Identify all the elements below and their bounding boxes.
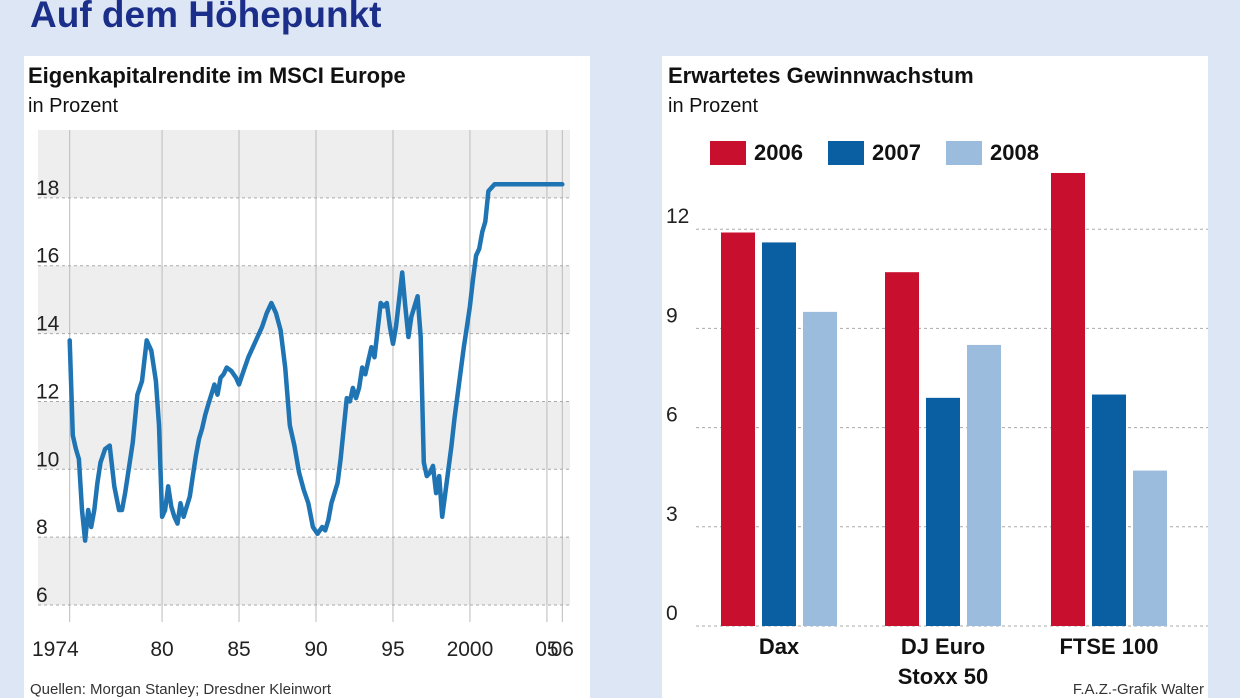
bar-2008 — [803, 311, 837, 626]
x-tick-label: 90 — [304, 638, 327, 661]
legend-item-2007: 2007 — [828, 140, 921, 166]
grid-band — [38, 265, 570, 334]
legend-label-2006: 2006 — [754, 140, 803, 165]
y-tick-label: 10 — [36, 448, 59, 471]
x-tick-label: 1974 — [32, 638, 79, 661]
grid-band — [38, 537, 570, 606]
category-label: FTSE 100 — [1059, 634, 1158, 659]
bar-2007 — [926, 397, 960, 626]
y-tick-label: 12 — [36, 380, 59, 403]
chart-panel-roe: Eigenkapitalrendite im MSCI Europe in Pr… — [24, 56, 590, 698]
x-tick-label: 95 — [381, 638, 404, 661]
bar-2007 — [1092, 394, 1126, 626]
category-label: Dax — [759, 634, 800, 659]
grid-band — [38, 401, 570, 470]
y-tick-label: 0 — [666, 602, 678, 625]
bar-2006 — [1051, 172, 1085, 626]
bar-2007 — [762, 242, 796, 626]
chart-panel-growth: Erwartetes Gewinnwachstum in Prozent 0 3 6… — [662, 56, 1208, 698]
legend-swatch-2007 — [828, 141, 864, 165]
credit-note: F.A.Z.-Grafik Walter — [1072, 681, 1204, 698]
legend-swatch-2006 — [710, 141, 746, 165]
grid-band — [38, 130, 570, 198]
y-tick-label: 14 — [36, 313, 60, 336]
y-tick-label: 16 — [36, 245, 59, 268]
category-label: DJ Euro — [901, 634, 985, 659]
y-tick-label: 6 — [666, 404, 678, 427]
category-label: Stoxx 50 — [898, 664, 989, 689]
y-tick-label: 9 — [666, 304, 678, 327]
growth-bar-chart: 0 3 6 9 12 Dax DJ Euro Stoxx 50 FTSE 100 — [666, 172, 1208, 689]
chart-subtitle-roe: in Prozent — [28, 95, 119, 117]
y-tick-label: 8 — [36, 516, 48, 539]
legend-label-2007: 2007 — [872, 140, 921, 165]
x-tick-label: 2000 — [447, 638, 494, 661]
x-tick-label: 80 — [150, 638, 173, 661]
x-tick-label: 06 — [551, 638, 574, 661]
bar-2006 — [721, 232, 755, 627]
y-tick-label: 3 — [666, 503, 678, 526]
chart-title-growth: Erwartetes Gewinnwachstum — [668, 63, 974, 88]
x-tick-label: 05 — [535, 638, 558, 661]
legend-swatch-2008 — [946, 141, 982, 165]
legend-label-2008: 2008 — [990, 140, 1039, 165]
x-tick-label: 85 — [227, 638, 250, 661]
chart-subtitle-growth: in Prozent — [668, 95, 759, 117]
series-line-roe — [67, 182, 565, 543]
bar-2008 — [967, 344, 1001, 626]
y-tick-label: 12 — [666, 205, 689, 228]
y-tick-label: 6 — [36, 584, 48, 607]
bar-2006 — [885, 272, 919, 626]
source-note: Quellen: Morgan Stanley; Dresdner Kleinw… — [30, 681, 331, 698]
legend-item-2006: 2006 — [710, 140, 803, 166]
y-tick-label: 18 — [36, 177, 59, 200]
main-title: Auf dem Höhepunkt — [30, 0, 382, 35]
legend-item-2008: 2008 — [946, 140, 1039, 166]
bar-2008 — [1133, 470, 1167, 626]
chart-title-roe: Eigenkapitalrendite im MSCI Europe — [28, 63, 406, 88]
